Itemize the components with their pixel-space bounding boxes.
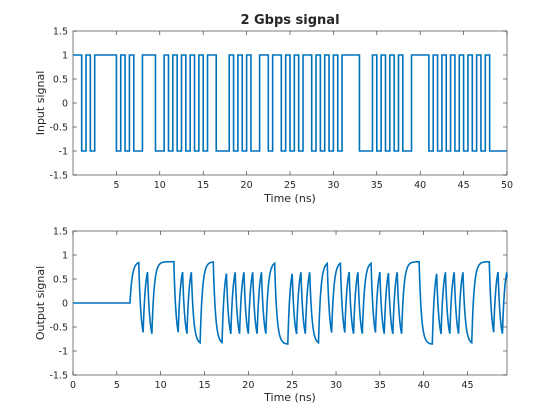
x-tick-label: 10: [154, 180, 166, 191]
x-tick-label: 40: [418, 380, 430, 391]
x-tick-label: 25: [286, 380, 298, 391]
y-tick-label: 1: [62, 51, 68, 62]
y-tick-label: 1.5: [53, 227, 68, 238]
x-tick-label: 10: [155, 380, 167, 391]
x-tick-label: 20: [241, 180, 253, 191]
input-signal-series-line: [73, 54, 507, 152]
y-tick-label: 1: [62, 251, 68, 262]
output-axis-ticks: -1.5 -1 -0.5 0 0.5 1 1.5 0 5 10 15 20 25 30 35 40 45: [49, 227, 507, 391]
output-y-axis-label: Output signal: [34, 266, 47, 340]
x-tick-label: 30: [327, 180, 339, 191]
output-x-axis-label: Time (ns): [263, 391, 316, 404]
y-tick-label: 0.5: [53, 75, 68, 86]
x-tick-label: 30: [330, 380, 342, 391]
y-tick-label: -1: [59, 347, 68, 358]
y-tick-label: 0: [62, 299, 68, 310]
x-tick-label: 40: [414, 180, 426, 191]
y-tick-label: -0.5: [49, 323, 68, 334]
x-tick-label: 20: [242, 380, 254, 391]
x-tick-label: 25: [284, 180, 296, 191]
x-tick-label: 50: [501, 180, 513, 191]
input-x-axis-label: Time (ns): [263, 192, 316, 205]
y-tick-label: -1: [59, 147, 68, 158]
x-tick-label: 15: [198, 380, 210, 391]
y-tick-label: 1.5: [53, 27, 68, 38]
x-tick-label: 5: [114, 380, 120, 391]
output-signal-series-line: [73, 260, 508, 345]
input-y-axis-label: Input signal: [34, 71, 47, 136]
y-tick-label: 0.5: [53, 275, 68, 286]
x-tick-label: 15: [197, 180, 209, 191]
x-tick-label: 0: [70, 380, 76, 391]
y-tick-label: -1.5: [49, 171, 68, 182]
output-signal-axes: Time (ns) Output signal -1.5 -1 -0.5 0 0.5 1 1…: [34, 227, 508, 404]
x-tick-label: 35: [374, 380, 386, 391]
y-tick-label: -1.5: [49, 371, 68, 382]
y-tick-label: 0: [62, 99, 68, 110]
input-axis-ticks: -1.5 -1 -0.5 0 0.5 1 1.5 5 10 15 20 25 30 35 40 45 50: [49, 27, 513, 192]
x-tick-label: 5: [113, 180, 119, 191]
chart-title: 2 Gbps signal: [240, 13, 339, 28]
x-tick-label: 45: [458, 180, 470, 191]
input-signal-axes: 2 Gbps signal Time (ns) Input signal -1.…: [34, 13, 513, 205]
x-tick-label: 45: [461, 380, 473, 391]
x-tick-label: 35: [371, 180, 383, 191]
y-tick-label: -0.5: [49, 123, 68, 134]
